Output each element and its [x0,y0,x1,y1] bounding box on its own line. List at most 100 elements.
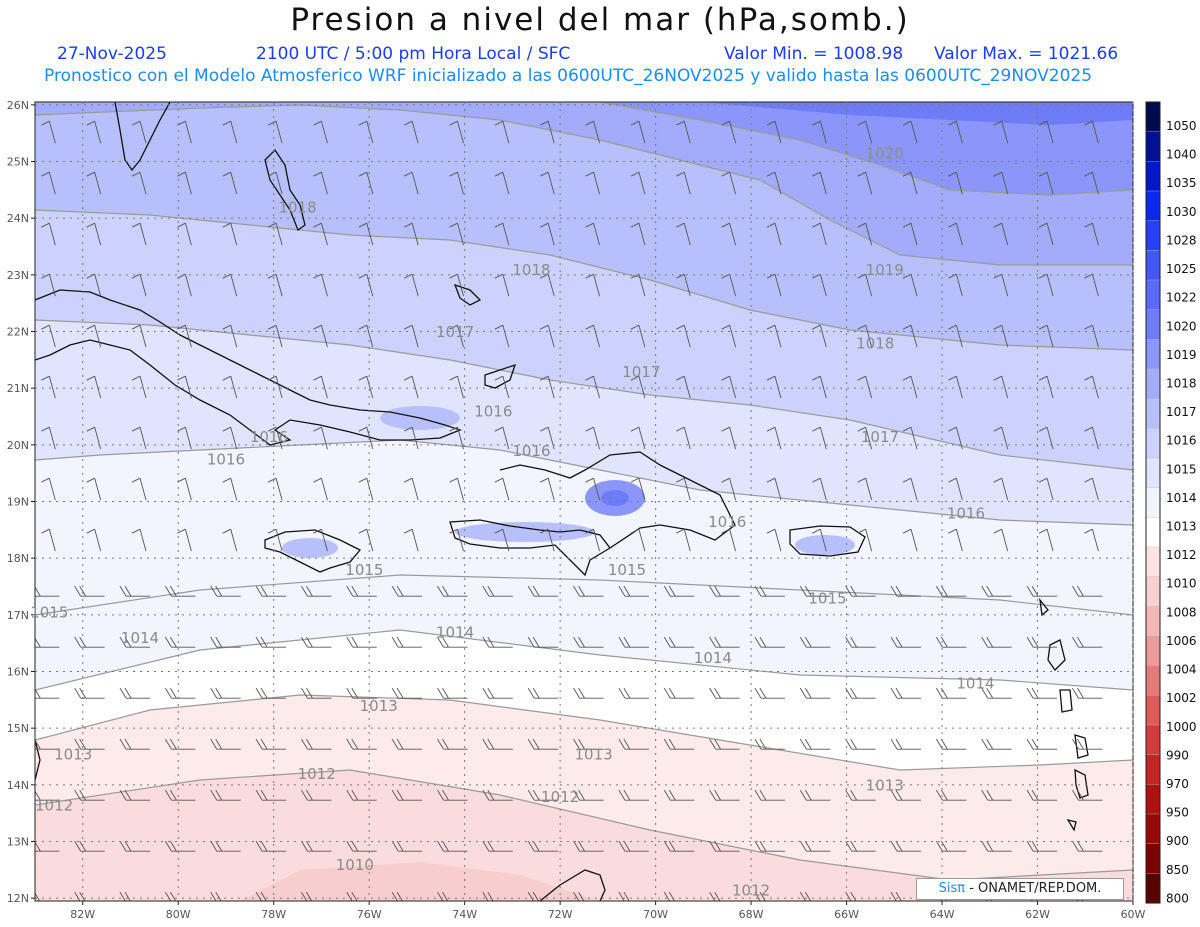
wind-barb [1026,789,1058,801]
wind-barb [1038,375,1054,399]
wind-barb [754,738,785,750]
colorbar-swatch [1145,606,1161,637]
colorbar-swatch [1145,635,1161,667]
wind-barb [948,273,963,297]
wind-barb [164,687,196,699]
band-1010 [240,862,600,901]
colorbar-swatch [1145,843,1161,875]
colorbar-label: 970 [1166,777,1189,791]
wind-barb [676,477,691,501]
axis-ticks: 26N25N24N23N22N21N20N19N18N17N16N15N14N1… [7,99,1146,921]
wind-barb [630,477,646,501]
colorbar-label: 900 [1166,834,1189,848]
wind-barb [585,477,600,501]
contour-label: 1019 [866,261,904,279]
wind-barb [539,375,555,399]
colorbar-swatch [1145,368,1161,400]
wind-barb [1038,120,1054,144]
wind-barb [1038,273,1054,297]
band-1020 [700,102,1133,125]
wind-barb [267,426,283,450]
wind-barb [449,528,464,552]
wind-barb [721,222,737,246]
wind-barb [993,426,1009,450]
wind-barb [709,738,740,750]
wind-barb [766,477,782,501]
wind-barb [754,840,785,852]
colorbar: 1050 1040 1035 1030 1028 1025 1022 1020 1019 1018… [1145,101,1197,905]
contour-label: 1015 [808,590,846,608]
wind-barbs [35,120,1103,901]
wind-barb [346,585,377,597]
wind-barb [267,120,283,144]
wind-barb [177,426,192,450]
wind-barb [482,687,513,699]
wind-barb [676,324,691,348]
wind-barb [119,687,151,699]
wind-barb [890,840,922,852]
wind-barb [74,738,105,750]
wind-barb [630,171,646,195]
wind-barb [210,738,241,750]
wind-barb [1038,528,1054,552]
wind-barb [482,840,513,852]
colorbar-swatch [1145,873,1161,904]
wind-barb [799,585,831,597]
wind-barb [676,273,691,297]
colorbar-swatch [1145,101,1161,133]
wind-barb [812,120,827,144]
wind-barb [403,120,419,144]
wind-barb [222,171,238,195]
wind-barb [539,426,555,450]
wind-barb [119,636,151,648]
wind-barb [902,375,918,399]
colorbar-label: 1017 [1166,405,1197,419]
colorbar-swatch [1145,576,1161,608]
wind-barb [346,789,377,801]
wind-barb [676,426,691,450]
wind-barb [539,120,555,144]
wind-barb [437,585,468,597]
contour-label: 1015 [345,561,383,579]
contour-label: 1020 [866,145,904,163]
contour-label: 1013 [866,777,904,795]
wind-barb [799,840,831,852]
colorbar-swatch [1145,220,1161,252]
wind-barb [618,840,649,852]
wind-barb [358,477,374,501]
wind-barb [902,273,918,297]
wind-barb [935,789,967,801]
wind-barb [494,273,510,297]
colorbar-label: 1014 [1166,491,1197,505]
wind-barb [210,789,241,801]
wind-barb [437,687,468,699]
wind-barb [255,789,287,801]
wind-barb [754,789,785,801]
wind-barb [301,840,332,852]
contour-label: 1016 [708,513,746,531]
lat-label: 14N [7,779,29,792]
sispi-logo: Sisπ [938,881,966,896]
wind-barb [391,636,423,648]
wind-barb [709,840,740,852]
wind-barb [494,375,510,399]
wind-barb [41,222,56,246]
wind-barb [177,375,192,399]
contour-label: 1010 [336,856,374,874]
colorbar-swatch [1145,309,1161,341]
contour-label: 1014 [694,649,732,667]
wind-barb [539,171,555,195]
wind-barb [403,375,419,399]
colorbar-label: 1050 [1166,119,1197,133]
lat-label: 18N [7,552,29,565]
wind-barb [585,324,600,348]
colorbar-label: 1030 [1166,205,1197,219]
contour-label: 1016 [207,451,245,469]
wind-barb [890,585,922,597]
wind-barb [1038,171,1054,195]
colorbar-swatch [1145,398,1161,430]
colorbar-swatch [1145,131,1161,163]
wind-barb [527,585,559,597]
colorbar-label: 1016 [1166,434,1197,448]
wind-barb [812,171,827,195]
